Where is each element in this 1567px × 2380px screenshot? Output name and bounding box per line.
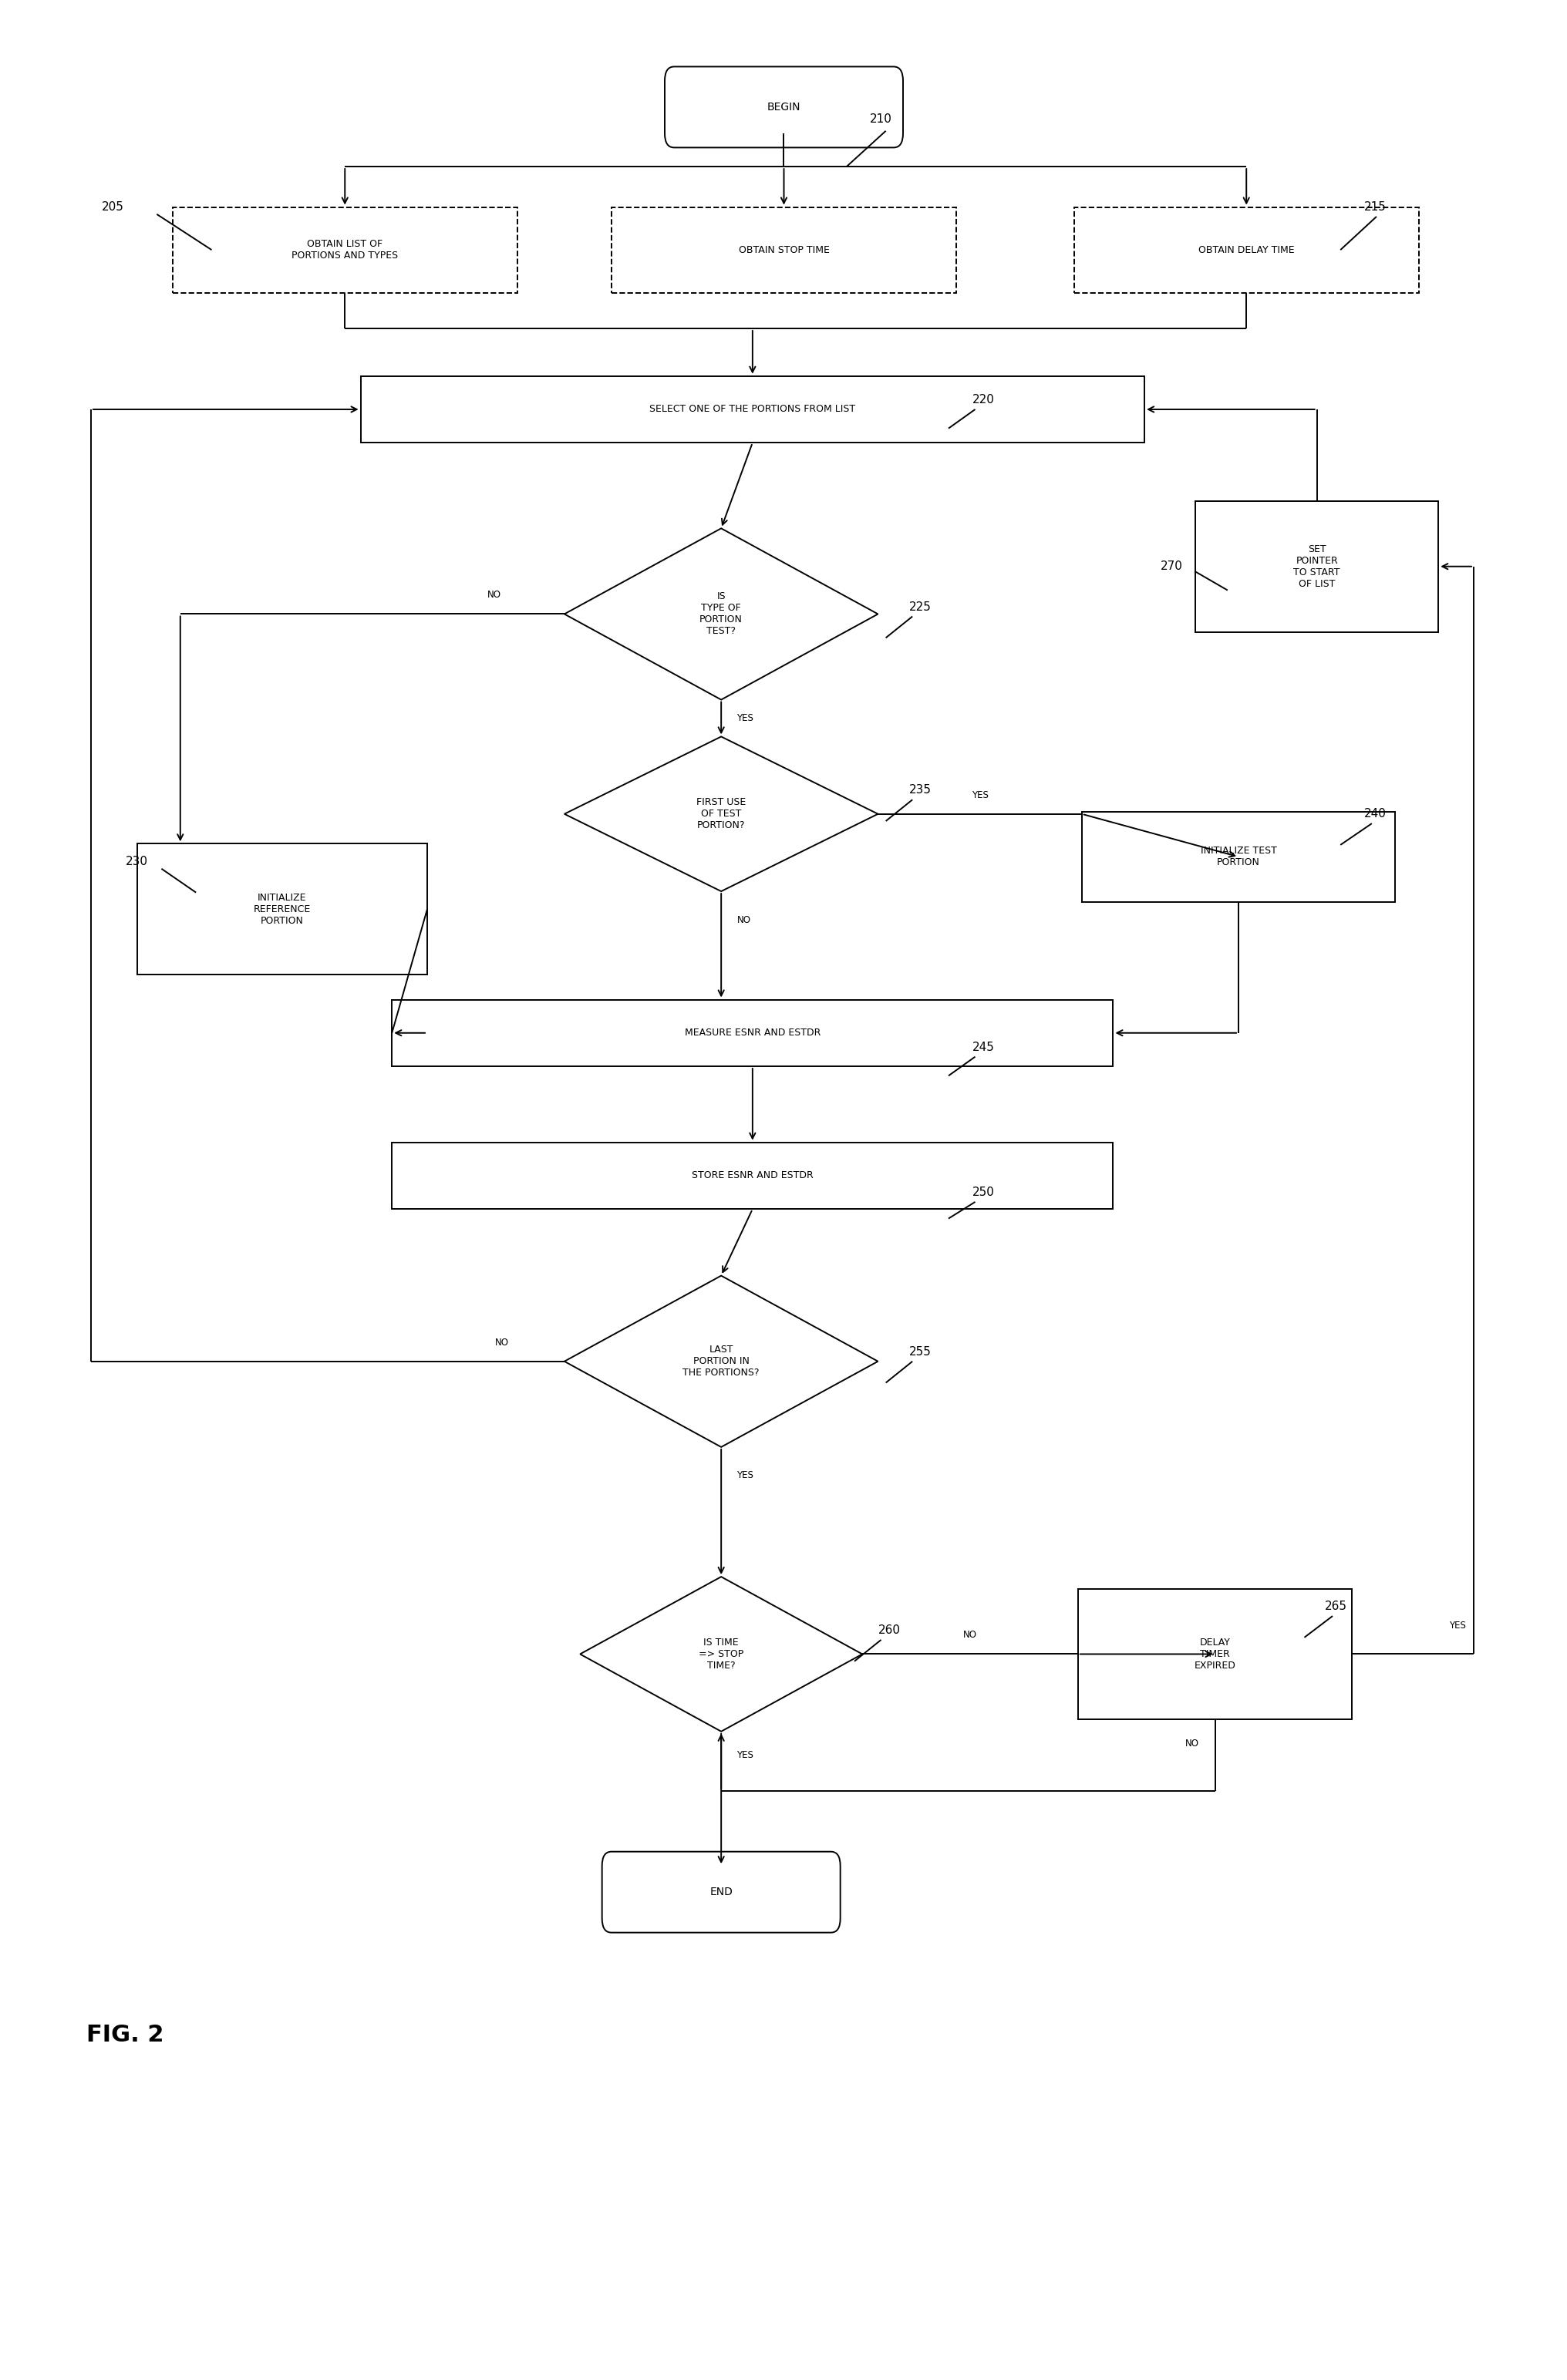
Bar	[360, 376, 1144, 443]
Polygon shape	[580, 1576, 862, 1733]
Bar	[1081, 812, 1395, 902]
Polygon shape	[564, 528, 878, 700]
Text: 230: 230	[125, 857, 147, 866]
Text: 220: 220	[972, 395, 993, 405]
Bar	[172, 207, 517, 293]
Text: 205: 205	[102, 202, 124, 212]
Text: NO: NO	[736, 914, 751, 926]
Bar	[1194, 500, 1439, 633]
Text: 255: 255	[909, 1347, 931, 1357]
Text: MEASURE ESNR AND ESTDR: MEASURE ESNR AND ESTDR	[685, 1028, 820, 1038]
Text: 235: 235	[909, 785, 931, 795]
Bar	[1073, 207, 1418, 293]
FancyBboxPatch shape	[664, 67, 903, 148]
Text: NO: NO	[487, 590, 500, 600]
Text: 265: 265	[1324, 1602, 1346, 1611]
Text: SET
POINTER
TO START
OF LIST: SET POINTER TO START OF LIST	[1293, 545, 1340, 588]
Text: IS
TYPE OF
PORTION
TEST?: IS TYPE OF PORTION TEST?	[699, 593, 743, 635]
Text: YES: YES	[736, 1749, 754, 1761]
Polygon shape	[564, 738, 878, 890]
Text: 225: 225	[909, 602, 931, 612]
Polygon shape	[564, 1276, 878, 1447]
Text: 240: 240	[1363, 809, 1385, 819]
Text: 270: 270	[1160, 562, 1182, 571]
Text: YES: YES	[1448, 1621, 1465, 1630]
Text: OBTAIN DELAY TIME: OBTAIN DELAY TIME	[1197, 245, 1294, 255]
Text: 260: 260	[878, 1626, 899, 1635]
Text: OBTAIN STOP TIME: OBTAIN STOP TIME	[738, 245, 829, 255]
Text: BEGIN: BEGIN	[766, 102, 801, 112]
Text: SELECT ONE OF THE PORTIONS FROM LIST: SELECT ONE OF THE PORTIONS FROM LIST	[649, 405, 856, 414]
Text: YES: YES	[736, 1471, 754, 1480]
Text: NO: NO	[962, 1630, 976, 1640]
Bar	[392, 1142, 1113, 1209]
Text: INITIALIZE
REFERENCE
PORTION: INITIALIZE REFERENCE PORTION	[254, 892, 310, 926]
Bar	[138, 843, 426, 976]
Text: FIG. 2: FIG. 2	[86, 2023, 163, 2047]
Text: DELAY
TIMER
EXPIRED: DELAY TIMER EXPIRED	[1194, 1637, 1235, 1671]
Text: YES: YES	[736, 714, 754, 724]
Text: 210: 210	[870, 114, 892, 124]
Text: OBTAIN LIST OF
PORTIONS AND TYPES: OBTAIN LIST OF PORTIONS AND TYPES	[291, 238, 398, 262]
Bar	[392, 1000, 1113, 1066]
Text: END: END	[710, 1887, 732, 1897]
Text: LAST
PORTION IN
THE PORTIONS?: LAST PORTION IN THE PORTIONS?	[683, 1345, 758, 1378]
Text: STORE ESNR AND ESTDR: STORE ESNR AND ESTDR	[691, 1171, 813, 1180]
Text: 250: 250	[972, 1188, 993, 1197]
Text: 215: 215	[1363, 202, 1385, 212]
FancyBboxPatch shape	[602, 1852, 840, 1933]
Text: INITIALIZE TEST
PORTION: INITIALIZE TEST PORTION	[1200, 845, 1276, 869]
Text: NO: NO	[495, 1338, 508, 1347]
Text: YES: YES	[972, 790, 987, 800]
Text: FIRST USE
OF TEST
PORTION?: FIRST USE OF TEST PORTION?	[696, 797, 746, 831]
Text: 245: 245	[972, 1042, 993, 1052]
Text: NO: NO	[1185, 1737, 1199, 1749]
Bar	[611, 207, 956, 293]
Bar	[1078, 1590, 1351, 1718]
Text: IS TIME
=> STOP
TIME?: IS TIME => STOP TIME?	[699, 1637, 743, 1671]
